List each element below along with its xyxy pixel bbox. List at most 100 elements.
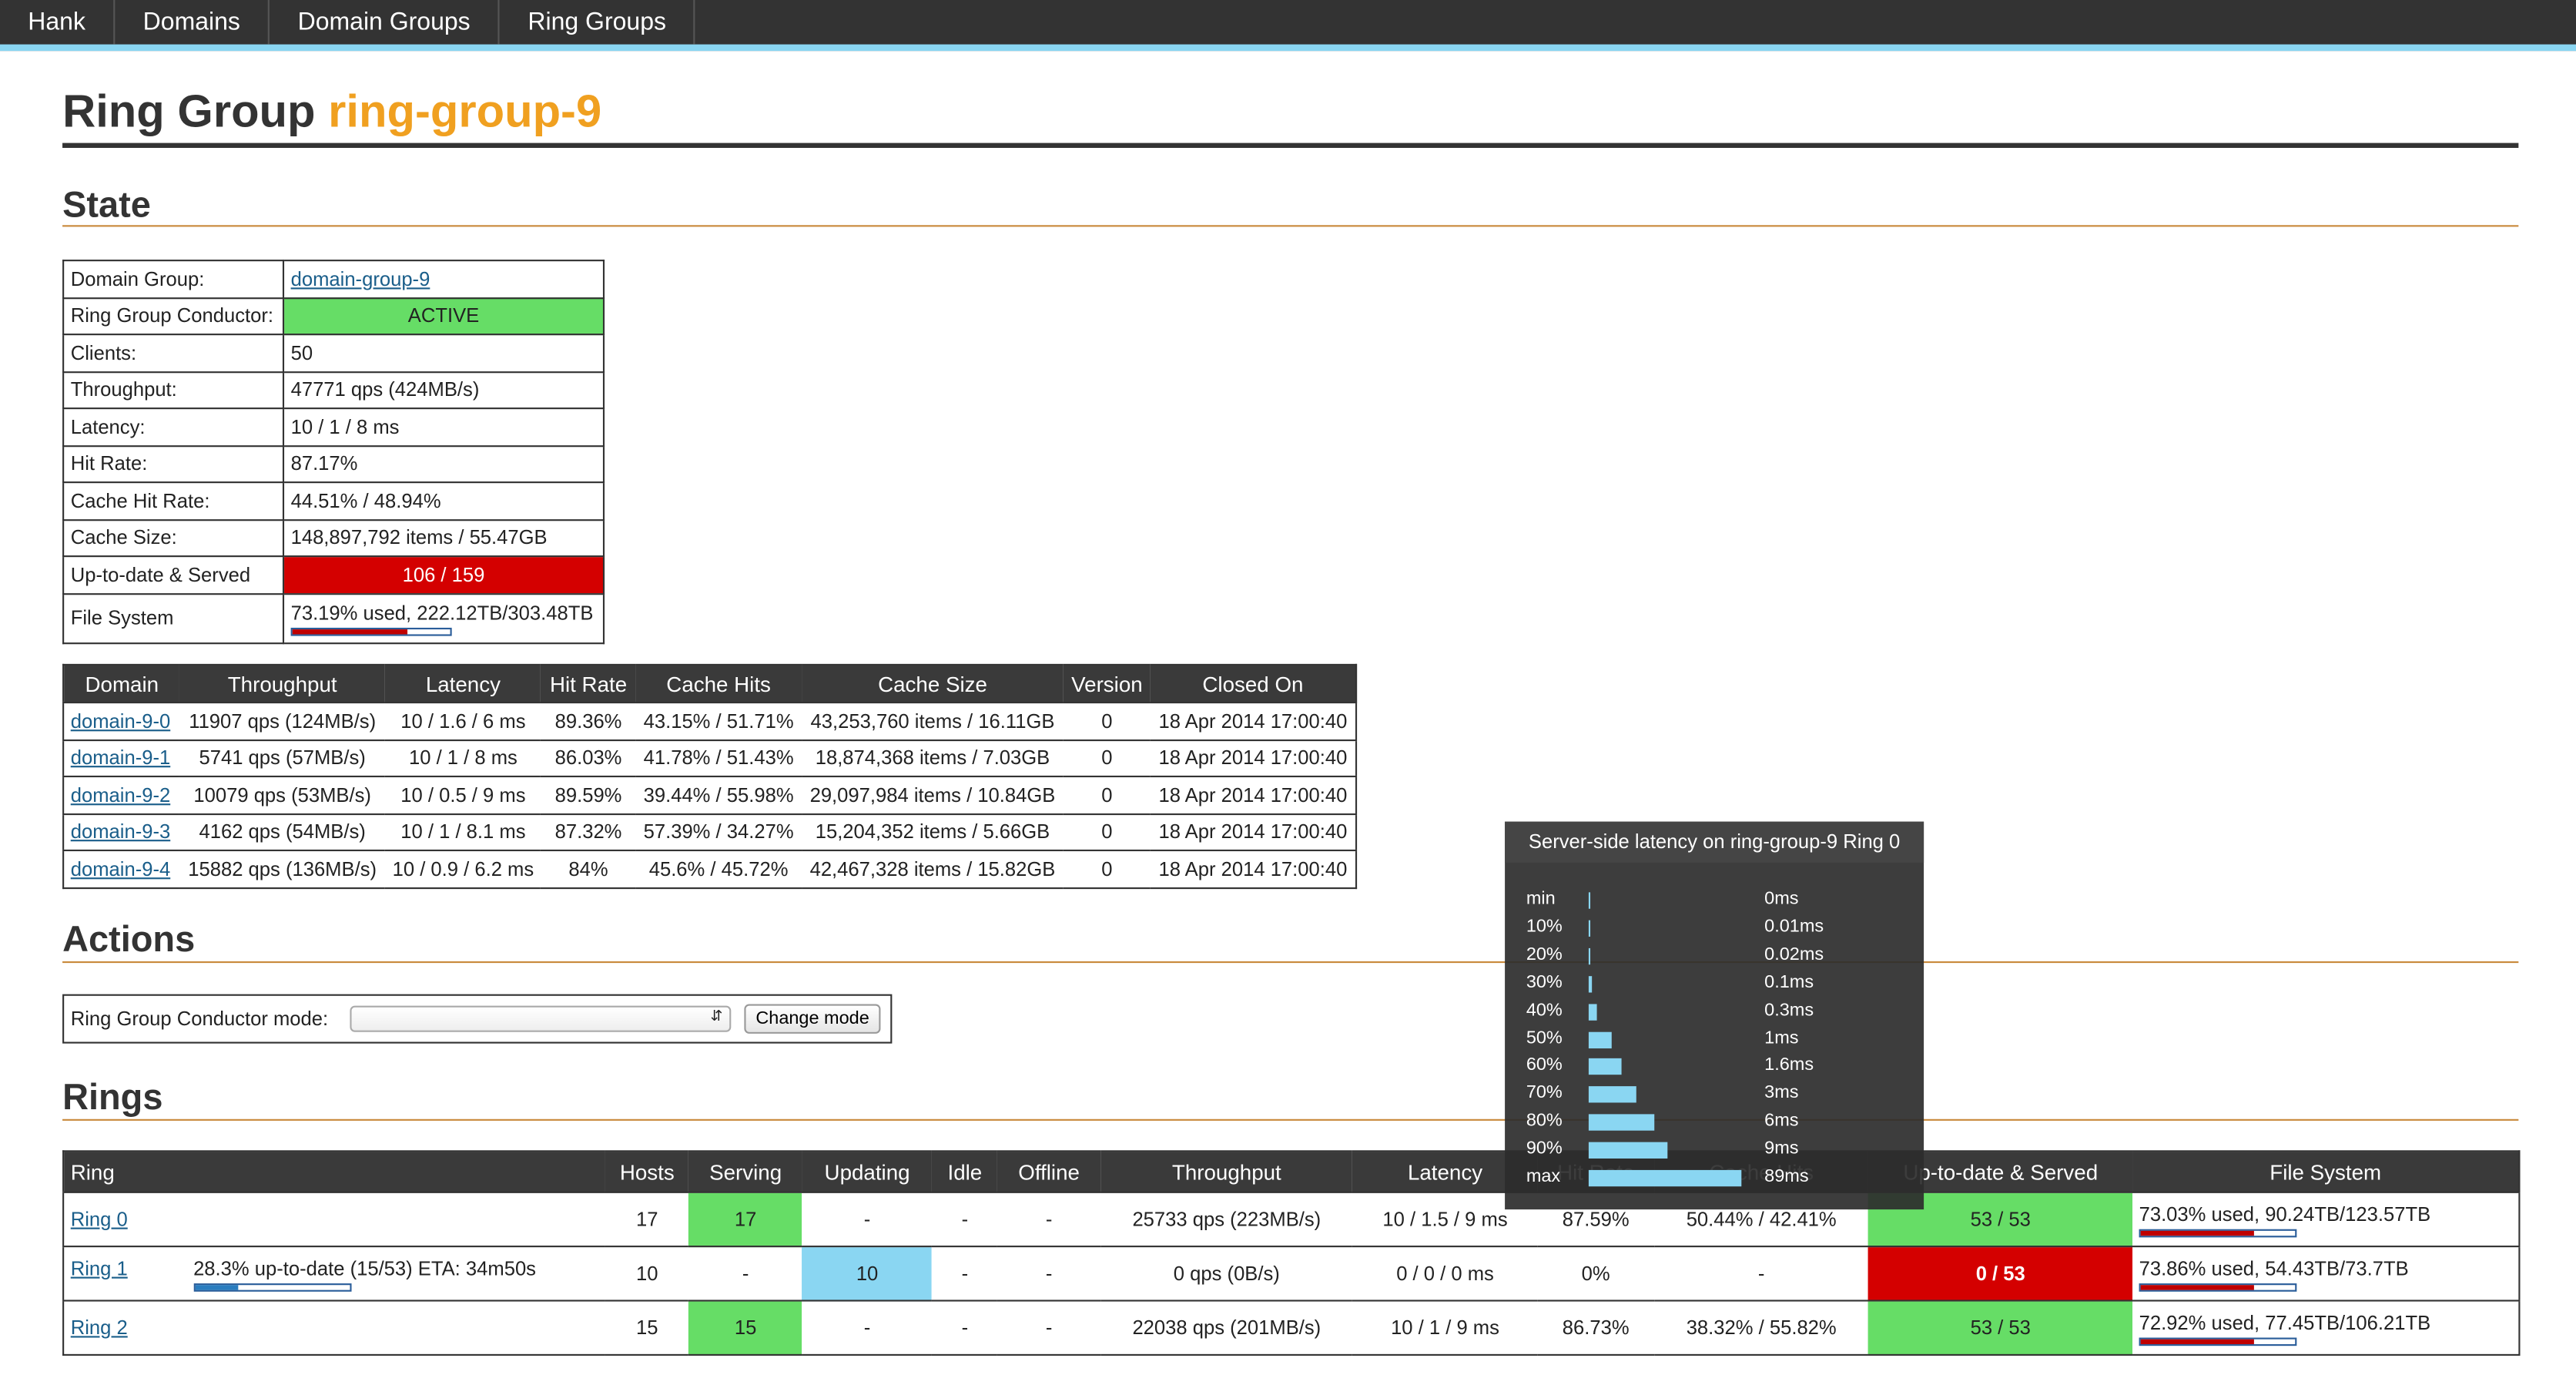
- cell-text: 45.6% / 45.72%: [648, 857, 789, 880]
- cell-text: 0: [1101, 820, 1113, 843]
- cell: 10 / 1 / 8 ms: [384, 738, 541, 776]
- state-row: Cache Hit Rate: 44.51% / 48.94%: [62, 481, 605, 521]
- tooltip-label: 50%: [1526, 1028, 1563, 1048]
- cell-text: -: [961, 1262, 969, 1286]
- state-value: 47771 qps (424MB/s): [282, 371, 605, 410]
- cell-text: 0: [1101, 709, 1113, 733]
- domain-link[interactable]: domain-9-0: [70, 709, 171, 733]
- usage-bar: [2139, 1336, 2297, 1346]
- section-rule: [62, 1118, 2519, 1121]
- link[interactable]: domain-group-9: [290, 267, 430, 291]
- cell-text: 41.78% / 51.43%: [643, 746, 794, 770]
- cell-text: 89.59%: [554, 783, 622, 807]
- cell-text: 10 / 1.5 / 9 ms: [1382, 1207, 1508, 1231]
- cell: -: [997, 1299, 1101, 1355]
- ring-link[interactable]: Ring 0: [70, 1207, 128, 1231]
- cell: -: [932, 1246, 998, 1301]
- column-header: Hosts: [605, 1151, 689, 1192]
- title-prefix: Ring Group: [62, 85, 316, 137]
- domain-row: domain-9-1 5741 qps (57MB/s) 10 / 1 / 8 ms…: [63, 738, 1357, 776]
- state-row: Ring Group Conductor: ACTIVE: [62, 297, 605, 336]
- tooltip-label: 30%: [1526, 972, 1563, 992]
- cell: 87.32%: [541, 812, 636, 850]
- value: 47771 qps (424MB/s): [290, 378, 480, 402]
- cell: 0: [1063, 775, 1151, 813]
- cell: 10 / 0.9 / 6.2 ms: [384, 849, 541, 887]
- cell-text: 0 qps (0B/s): [1173, 1262, 1280, 1286]
- nav-item[interactable]: Ring Groups: [500, 0, 696, 45]
- nav-item[interactable]: Domain Groups: [270, 0, 501, 45]
- title: Ring Group ring-group-9: [62, 86, 601, 138]
- state-row: Throughput: 47771 qps (424MB/s): [62, 371, 605, 410]
- domain-link[interactable]: domain-9-2: [70, 783, 171, 807]
- cell-text: -: [961, 1207, 969, 1231]
- change-mode-button[interactable]: Change mode: [744, 1004, 881, 1034]
- cell: 15: [605, 1299, 689, 1355]
- cell-text: 53 / 53: [1970, 1316, 2031, 1340]
- cell: -: [688, 1246, 802, 1301]
- cell-text: 18,874,368 items / 7.03GB: [815, 746, 1050, 770]
- value: 106 / 159: [402, 563, 485, 587]
- domain-link[interactable]: domain-9-3: [70, 820, 171, 843]
- latency-bar: [1588, 892, 1591, 909]
- column-header: Offline: [997, 1151, 1101, 1192]
- cell-text: 10 / 1.6 / 6 ms: [400, 709, 526, 733]
- cell: 10: [605, 1246, 689, 1301]
- domain-link[interactable]: domain-9-4: [70, 857, 171, 880]
- cell-text: 11907 qps (124MB/s): [189, 709, 377, 733]
- column-header: Cache Size: [802, 664, 1064, 703]
- state-value: 73.19% used, 222.12TB/303.48TB: [282, 592, 605, 644]
- progress-text: 28.3% up-to-date (15/53) ETA: 34m50s: [193, 1256, 536, 1279]
- latency-tooltip: Server-side latency on ring-group-9 Ring…: [1505, 821, 1924, 1210]
- state-row: Hit Rate: 87.17%: [62, 444, 605, 484]
- cell-text: -: [863, 1316, 871, 1340]
- cell: 43.15% / 51.71%: [635, 701, 802, 739]
- cell: 17: [688, 1191, 802, 1247]
- cell: 25733 qps (223MB/s): [1100, 1191, 1353, 1247]
- cell: 11907 qps (124MB/s): [179, 701, 385, 739]
- cell-text: 10: [636, 1262, 658, 1286]
- column-header: Ring: [63, 1151, 605, 1192]
- fs-text: 73.86% used, 54.43TB/73.7TB: [2139, 1256, 2409, 1279]
- cell: 15882 qps (136MB/s): [179, 849, 385, 887]
- ring-link[interactable]: Ring 1: [70, 1256, 128, 1279]
- cell: 73.86% used, 54.43TB/73.7TB: [2132, 1246, 2520, 1301]
- state-value: 50: [282, 334, 605, 373]
- latency-bar: [1588, 975, 1593, 992]
- cell-text: 10 / 1 / 8 ms: [408, 746, 518, 770]
- cell-text: 10079 qps (53MB/s): [193, 783, 371, 807]
- cell-text: -: [1045, 1207, 1053, 1231]
- cell: Ring 1 28.3% up-to-date (15/53) ETA: 34m5…: [63, 1246, 605, 1301]
- cell-text: -: [1757, 1262, 1765, 1286]
- tooltip-label: 70%: [1526, 1083, 1563, 1104]
- cell-text: -: [863, 1207, 871, 1231]
- cell: domain-9-3: [63, 812, 180, 850]
- cell-text: 89.36%: [554, 709, 622, 733]
- cell: 0: [1063, 738, 1151, 776]
- value: 10 / 1 / 8 ms: [290, 415, 400, 439]
- cell: 45.6% / 45.72%: [635, 849, 802, 887]
- column-header: Throughput: [179, 664, 385, 703]
- cell: 0: [1063, 812, 1151, 850]
- column-header: File System: [2132, 1151, 2520, 1192]
- domain-link[interactable]: domain-9-1: [70, 746, 171, 770]
- cell: domain-9-2: [63, 775, 180, 813]
- cell: 15: [688, 1299, 802, 1355]
- nav-item[interactable]: Domains: [115, 0, 270, 45]
- cell-text: 84%: [568, 857, 608, 880]
- latency-bar: [1588, 1114, 1655, 1132]
- cell-text: 0%: [1581, 1262, 1610, 1286]
- column-header: Cache Hits: [635, 664, 802, 703]
- cell: -: [997, 1246, 1101, 1301]
- cell: 18 Apr 2014 17:00:40: [1150, 812, 1357, 850]
- cell: Ring 2: [63, 1299, 605, 1355]
- cell: 53 / 53: [1868, 1299, 2133, 1355]
- tooltip-value: 3ms: [1764, 1083, 1799, 1104]
- mode-select[interactable]: ⇵: [350, 1005, 732, 1032]
- cell-text: 0 / 0 / 0 ms: [1396, 1262, 1494, 1286]
- column-header: Serving: [688, 1151, 802, 1192]
- ring-link[interactable]: Ring 2: [70, 1316, 128, 1340]
- cell-text: 10 / 0.9 / 6.2 ms: [392, 857, 534, 880]
- cell-text: 10: [856, 1262, 879, 1286]
- nav-item[interactable]: Hank: [0, 0, 116, 45]
